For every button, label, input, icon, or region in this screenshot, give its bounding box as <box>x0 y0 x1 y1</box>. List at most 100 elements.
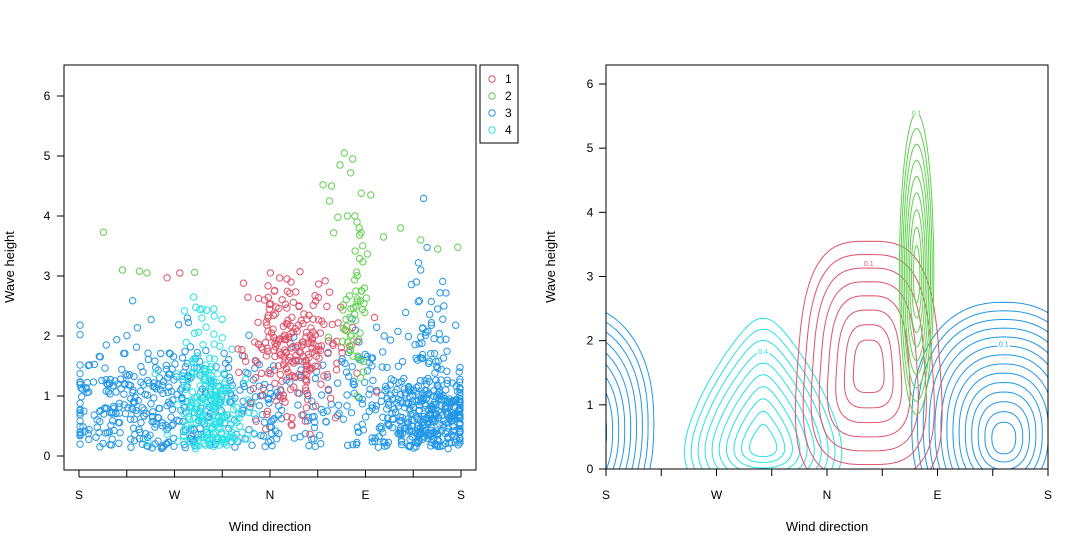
scatter-point <box>351 212 359 220</box>
contour-y-tick-label: 3 <box>587 270 594 284</box>
contour-x-tick-label: N <box>823 488 832 502</box>
scatter-point <box>270 366 279 374</box>
scatter-point <box>316 329 325 337</box>
scatter-point <box>187 369 196 378</box>
scatter-point <box>190 358 198 367</box>
scatter-point <box>129 424 138 432</box>
scatter-point <box>430 334 438 343</box>
scatter-point <box>334 213 342 221</box>
scatter-point <box>281 346 289 354</box>
scatter-point <box>165 383 173 391</box>
scatter-point <box>271 379 279 388</box>
scatter-point <box>334 401 343 409</box>
scatter-point <box>433 245 442 253</box>
scatter-point <box>124 403 132 412</box>
scatter-point <box>166 350 174 358</box>
scatter-point <box>212 363 220 371</box>
scatter-point <box>143 376 152 385</box>
scatter-point <box>216 425 224 433</box>
scatter-point <box>202 346 210 355</box>
scatter-point <box>290 359 298 367</box>
scatter-point <box>414 298 422 306</box>
scatter-point <box>413 397 421 405</box>
scatter-point <box>415 406 424 415</box>
scatter-point <box>76 431 84 440</box>
scatter-point <box>149 408 157 416</box>
scatter-x-axis-title: Wind direction <box>229 519 311 534</box>
scatter-point <box>414 390 422 399</box>
contour-level-label: 0.1 <box>864 261 874 268</box>
scatter-point <box>323 373 332 381</box>
scatter-point <box>228 381 236 389</box>
scatter-point <box>336 161 344 169</box>
scatter-point <box>164 438 172 446</box>
scatter-point <box>431 369 439 377</box>
scatter-point <box>255 401 264 410</box>
scatter-point <box>419 415 427 424</box>
scatter-point <box>433 305 442 313</box>
scatter-point <box>309 339 317 348</box>
scatter-point <box>267 329 276 337</box>
scatter-point <box>427 297 436 306</box>
scatter-point <box>324 333 333 342</box>
scatter-point <box>455 368 463 376</box>
scatter-point <box>387 391 395 399</box>
scatter-point <box>187 398 196 407</box>
scatter-point <box>425 357 433 366</box>
scatter-point <box>283 287 292 296</box>
scatter-point <box>307 324 315 332</box>
scatter-point <box>311 292 319 300</box>
scatter-point <box>262 352 271 360</box>
scatter-point <box>180 307 189 315</box>
scatter-point <box>158 381 166 390</box>
scatter-point <box>353 272 361 280</box>
scatter-point <box>76 330 84 339</box>
scatter-point <box>381 387 389 395</box>
scatter-point <box>339 306 347 314</box>
scatter-point <box>391 408 400 417</box>
scatter-point <box>96 353 104 361</box>
scatter-point <box>309 315 317 323</box>
scatter-point <box>101 364 109 372</box>
scatter-point <box>221 398 230 406</box>
scatter-point <box>250 429 258 437</box>
scatter-point <box>293 327 301 335</box>
scatter-point <box>263 321 271 329</box>
scatter-point <box>425 410 433 419</box>
scatter-point <box>264 293 273 302</box>
scatter-point <box>294 389 302 397</box>
scatter-point <box>288 313 296 322</box>
scatter-point <box>171 360 179 368</box>
scatter-point <box>292 288 300 296</box>
scatter-point <box>210 305 218 313</box>
scatter-point <box>355 355 363 364</box>
scatter-point <box>152 420 160 428</box>
scatter-point <box>233 403 241 412</box>
scatter-point <box>192 405 201 414</box>
scatter-point <box>132 343 141 351</box>
scatter-point <box>456 404 464 412</box>
scatter-point <box>356 374 365 382</box>
scatter-point <box>204 434 212 442</box>
scatter-point <box>371 434 380 442</box>
scatter-point <box>423 243 431 252</box>
scatter-point <box>266 269 275 277</box>
scatter-point <box>350 276 359 284</box>
scatter-point <box>302 404 310 412</box>
scatter-point <box>454 243 462 251</box>
contour-line-1 <box>852 339 885 394</box>
contour-y-axis-title: Wave height <box>543 231 558 303</box>
scatter-point <box>429 410 437 419</box>
scatter-point <box>363 250 372 258</box>
scatter-point <box>277 406 286 414</box>
scatter-point <box>383 363 391 372</box>
scatter-point <box>407 410 415 419</box>
scatter-point <box>435 392 444 400</box>
scatter-point <box>359 357 368 366</box>
scatter-point <box>129 386 137 394</box>
scatter-point <box>369 376 377 385</box>
scatter-point <box>257 343 265 351</box>
scatter-point <box>323 302 331 311</box>
contour-panel: 0.1 0.4 0.1 0.1 S W N E S 0 1 2 3 4 5 6 Wind directio… <box>543 64 1052 534</box>
scatter-point <box>267 417 275 425</box>
